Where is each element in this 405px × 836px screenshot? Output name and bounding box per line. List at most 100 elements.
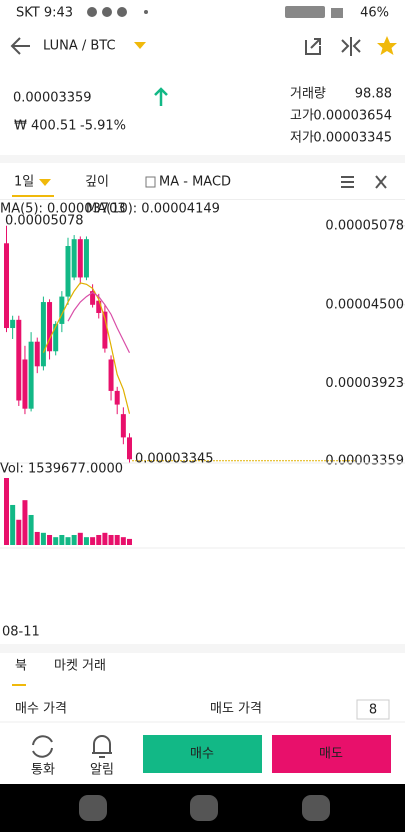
candle-body [28, 341, 34, 409]
separator [0, 199, 405, 200]
recents-button[interactable] [79, 795, 107, 821]
trades-tab[interactable]: 마켓 거래 [54, 659, 106, 674]
candle-body [10, 319, 16, 329]
buy-label[interactable]: 매수 [190, 747, 214, 762]
volume-bar [40, 532, 46, 545]
volume-bar [22, 500, 28, 545]
sell-button[interactable] [272, 735, 391, 773]
y-tick-label: 0.00003923 [325, 376, 404, 391]
up-arrow [154, 87, 168, 106]
candle-body [90, 291, 96, 305]
indicator-icon [145, 176, 156, 188]
back-button[interactable] [10, 37, 30, 55]
candle-body [127, 437, 132, 460]
stat-label: 고가 [290, 109, 314, 124]
book-tab[interactable]: 북 [15, 659, 27, 674]
volume-bar [114, 534, 120, 545]
indicator-tab[interactable]: MA - MACD [159, 175, 231, 190]
currency-icon[interactable] [32, 735, 53, 758]
fullscreen-button[interactable] [375, 175, 387, 189]
status-icons [87, 6, 343, 18]
y-tick-label: 0.00005078 [325, 218, 404, 233]
divider [0, 155, 405, 163]
volume-bar [108, 534, 114, 545]
volume-bar [28, 514, 34, 545]
volume-bar [59, 534, 65, 545]
volume-bar [120, 537, 126, 545]
candle-body [40, 302, 46, 367]
stat-label: 저가 [290, 131, 314, 146]
volume-bar [10, 504, 16, 545]
volume-bar [77, 532, 83, 545]
volume-label: Vol: 1539677.0000 [0, 462, 123, 477]
compare-button[interactable] [341, 37, 361, 56]
volume-bar [90, 537, 96, 545]
legend-entry: MA(5): 0.00003703 [0, 202, 126, 217]
volume-bar [102, 532, 108, 545]
volume-bar [127, 538, 132, 545]
candle-body [65, 246, 71, 297]
ma-line [67, 291, 131, 354]
share-button[interactable] [305, 38, 321, 55]
candle-body [120, 414, 126, 438]
pair-dropdown[interactable] [134, 42, 146, 49]
volume-bar [71, 534, 77, 545]
alert-icon[interactable] [92, 735, 112, 758]
volume-bar [53, 537, 59, 545]
candle-body [77, 239, 83, 278]
candle-body [53, 323, 59, 352]
candle-body [59, 296, 65, 324]
candle-body [4, 243, 9, 329]
stat-label: 거래량 [290, 87, 326, 102]
krw-price: ₩ 400.51 [14, 119, 76, 134]
interval-dropdown[interactable] [39, 179, 51, 186]
sell-label[interactable]: 매도 [319, 747, 343, 762]
stat-value: 0.00003654 [313, 109, 392, 124]
candle-body [102, 311, 108, 349]
precision-box[interactable] [356, 699, 390, 720]
candle-body [34, 341, 40, 367]
change-percent: -5.91% [80, 119, 126, 134]
battery: 46% [360, 6, 389, 21]
interval-tab[interactable]: 1일 [14, 175, 34, 190]
high-label: 0.00005078 [5, 214, 84, 229]
legend-entry: MA(10): 0.00004149 [86, 202, 220, 217]
tab-underline [12, 684, 26, 686]
precision[interactable]: 8 [369, 703, 377, 718]
back-nav-button[interactable] [302, 795, 330, 821]
last-price: 0.00003359 [13, 91, 92, 106]
depth-tab[interactable]: 깊이 [85, 175, 109, 190]
candle-body [47, 302, 53, 352]
candle-body [22, 359, 28, 409]
price-line-label: 0.00003359 [325, 453, 404, 468]
favorite-button[interactable] [377, 36, 397, 55]
x-axis-label: 08-11 [2, 625, 40, 640]
volume-bar [16, 519, 22, 545]
ma-line [42, 282, 131, 414]
nav-alert[interactable]: 알림 [90, 763, 114, 778]
home-button[interactable] [190, 795, 218, 821]
candle-body [96, 300, 102, 313]
candle-body [71, 239, 77, 278]
stat-value: 0.00003345 [313, 131, 392, 146]
settings-button[interactable] [341, 176, 354, 188]
candle-body [108, 359, 114, 391]
stat-value: 98.88 [355, 87, 392, 102]
divider [0, 644, 405, 653]
volume-bar [47, 534, 53, 545]
candle-chart: 0.00005078 0.00004500 0.00003923 MA(5): 0.0… [0, 202, 405, 640]
status-time: SKT 9:43 [16, 6, 73, 21]
ask-header: 매도 가격 [210, 702, 262, 717]
volume-bar [83, 537, 89, 545]
pair-title[interactable]: LUNA / BTC [43, 39, 116, 54]
volume-bar [96, 534, 102, 545]
y-tick-label: 0.00004500 [325, 297, 404, 312]
volume-bar [4, 478, 9, 545]
candle-body [83, 239, 89, 278]
buy-button[interactable] [143, 735, 262, 773]
volume-bar [34, 531, 40, 545]
nav-currency[interactable]: 통화 [31, 763, 55, 778]
low-label: 0.00003345 [135, 452, 214, 467]
